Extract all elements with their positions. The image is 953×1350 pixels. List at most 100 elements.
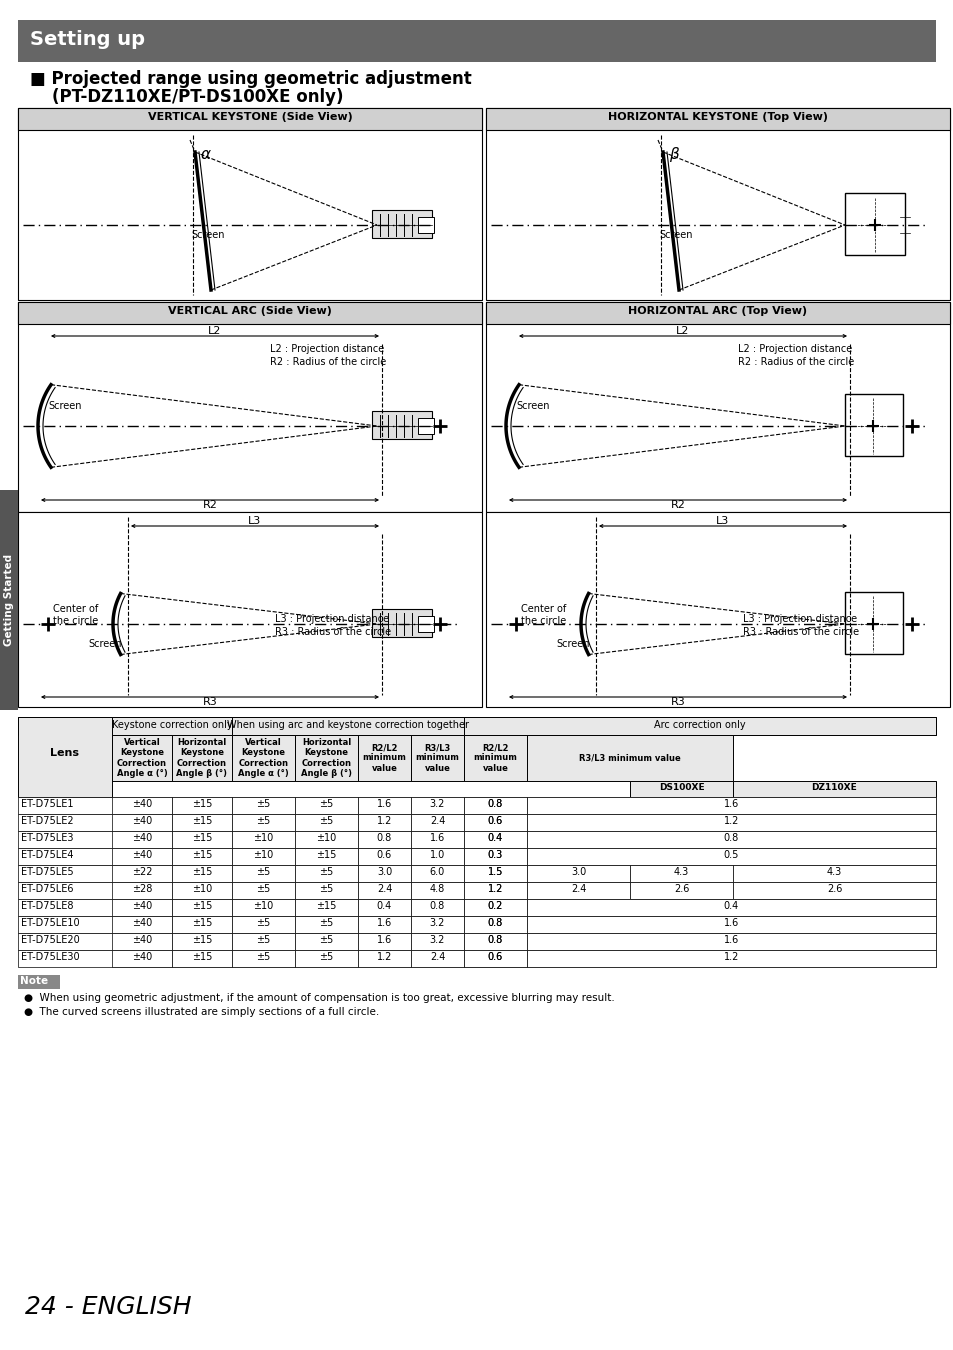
Bar	[172, 848, 232, 865]
Text: Horizontal
Keystone
Correction
Angle β (°): Horizontal Keystone Correction Angle β (…	[176, 738, 227, 778]
Bar	[411, 899, 463, 917]
Text: ±5: ±5	[319, 815, 334, 826]
Text: R3 : Radius of the circle: R3 : Radius of the circle	[274, 626, 391, 637]
Text: ±5: ±5	[319, 936, 334, 945]
Text: ET-D75LE10: ET-D75LE10	[21, 918, 79, 927]
Text: 0.8: 0.8	[723, 833, 739, 842]
Text: 0.6: 0.6	[487, 952, 502, 963]
Bar	[463, 848, 526, 865]
Text: ±5: ±5	[256, 918, 271, 927]
Bar	[411, 917, 463, 933]
Bar	[112, 717, 232, 734]
Bar	[18, 832, 935, 848]
Bar	[232, 933, 294, 950]
Text: R3/L3 minimum value: R3/L3 minimum value	[578, 753, 680, 763]
Bar	[629, 882, 732, 899]
Text: Keystone correction only: Keystone correction only	[112, 720, 233, 730]
Bar	[294, 933, 357, 950]
Text: 0.8: 0.8	[487, 918, 502, 927]
Text: 0.8: 0.8	[487, 936, 502, 945]
Text: 1.6: 1.6	[723, 799, 739, 809]
Bar	[232, 814, 294, 832]
Text: ET-D75LE3: ET-D75LE3	[21, 833, 73, 842]
Text: 0.6: 0.6	[487, 815, 502, 826]
Bar	[463, 950, 526, 967]
Bar	[172, 832, 232, 848]
Text: 2.4: 2.4	[430, 952, 445, 963]
Text: L2 : Projection distance: L2 : Projection distance	[738, 344, 851, 354]
Text: 1.6: 1.6	[723, 918, 739, 927]
Bar	[357, 865, 411, 882]
Text: 4.8: 4.8	[430, 884, 445, 894]
Bar	[526, 882, 629, 899]
Text: 2.4: 2.4	[570, 884, 585, 894]
Text: HORIZONTAL ARC (Top View): HORIZONTAL ARC (Top View)	[628, 306, 807, 316]
Bar	[172, 899, 232, 917]
Text: 1.5: 1.5	[487, 867, 502, 878]
Bar	[463, 933, 526, 950]
Bar	[18, 882, 935, 899]
Bar	[357, 882, 411, 899]
Bar	[526, 950, 935, 967]
Text: ET-D75LE4: ET-D75LE4	[21, 850, 73, 860]
Bar	[372, 211, 432, 238]
Text: 1.6: 1.6	[430, 833, 445, 842]
Text: ±5: ±5	[256, 867, 271, 878]
Bar	[372, 410, 432, 439]
Text: ±15: ±15	[192, 936, 212, 945]
Text: R2/L2
minimum
value: R2/L2 minimum value	[473, 743, 517, 774]
Text: R3 : Radius of the circle: R3 : Radius of the circle	[742, 626, 859, 637]
Bar	[18, 717, 112, 796]
Text: ●  When using geometric adjustment, if the amount of compensation is too great, : ● When using geometric adjustment, if th…	[24, 994, 614, 1003]
Bar	[0, 490, 18, 710]
Bar	[18, 302, 481, 324]
Bar	[294, 882, 357, 899]
Text: Setting up: Setting up	[30, 30, 145, 49]
Bar	[417, 616, 434, 632]
Bar	[629, 865, 732, 882]
Text: 0.8: 0.8	[487, 799, 502, 809]
Text: DS100XE: DS100XE	[658, 783, 703, 792]
Bar	[232, 734, 294, 782]
Bar	[463, 933, 526, 950]
Bar	[526, 917, 935, 933]
Text: Screen: Screen	[88, 639, 121, 649]
Bar	[112, 917, 172, 933]
Text: ±15: ±15	[192, 799, 212, 809]
Text: 0.2: 0.2	[487, 900, 502, 911]
Text: ●  The curved screens illustrated are simply sections of a full circle.: ● The curved screens illustrated are sim…	[24, 1007, 379, 1017]
Text: 1.2: 1.2	[723, 815, 739, 826]
Text: Screen: Screen	[48, 401, 81, 410]
Bar	[18, 814, 935, 832]
Bar	[172, 865, 232, 882]
Bar	[357, 950, 411, 967]
Text: 0.4: 0.4	[376, 900, 392, 911]
Text: When using arc and keystone correction together: When using arc and keystone correction t…	[227, 720, 469, 730]
Bar	[112, 950, 172, 967]
Text: ±15: ±15	[316, 850, 336, 860]
Bar	[18, 899, 935, 917]
Text: 0.6: 0.6	[487, 815, 502, 826]
Bar	[844, 193, 904, 255]
Text: ±10: ±10	[316, 833, 336, 842]
Text: R3: R3	[670, 697, 684, 707]
Bar	[172, 917, 232, 933]
Text: ET-D75LE5: ET-D75LE5	[21, 867, 73, 878]
Bar	[172, 933, 232, 950]
Bar	[294, 848, 357, 865]
Bar	[526, 899, 935, 917]
Text: ±15: ±15	[192, 952, 212, 963]
Text: L3: L3	[716, 516, 729, 526]
Bar	[463, 865, 526, 882]
Bar	[294, 899, 357, 917]
Text: ±5: ±5	[319, 918, 334, 927]
Bar	[411, 832, 463, 848]
Text: ±5: ±5	[319, 884, 334, 894]
Text: ±5: ±5	[256, 936, 271, 945]
Bar	[18, 108, 481, 130]
Bar	[732, 865, 935, 882]
Text: ±15: ±15	[192, 815, 212, 826]
Text: ±40: ±40	[132, 936, 152, 945]
Bar	[463, 832, 526, 848]
Bar	[732, 782, 935, 796]
